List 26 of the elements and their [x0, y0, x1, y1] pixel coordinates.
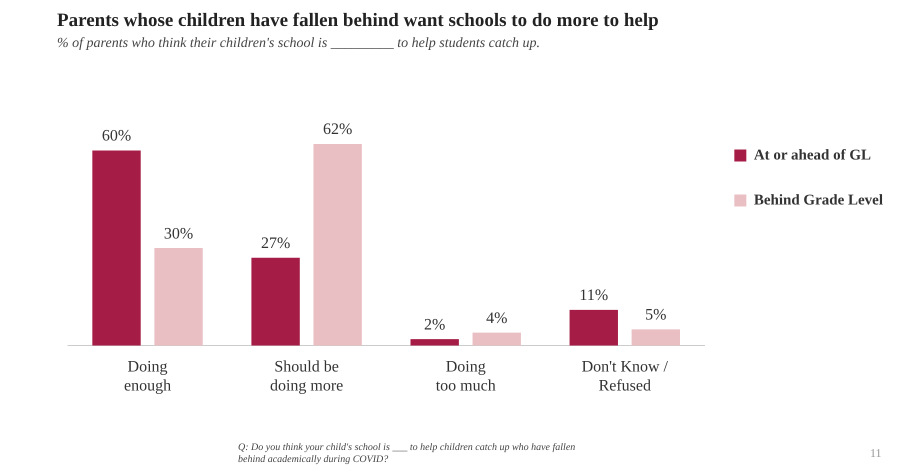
data-label: 4%	[486, 310, 508, 327]
x-tick-label: Should be doing more	[270, 358, 344, 395]
bar	[570, 310, 618, 346]
bar	[410, 339, 459, 346]
x-tick-label: Doing too much	[436, 358, 496, 395]
x-tick-label: Don't Know / Refused	[582, 358, 669, 395]
chart-title: Parents whose children have fallen behind want schools to do more to help	[57, 10, 659, 32]
x-tick-label: Doing enough	[124, 358, 172, 395]
bar	[92, 150, 141, 346]
text: 11	[870, 446, 882, 461]
legend-label: At or ahead of GL	[754, 147, 872, 164]
data-label: 5%	[645, 306, 666, 324]
chart-subtitle: % of parents who think their children's school is _________ to help students catch up.	[57, 36, 540, 52]
bar	[154, 248, 203, 346]
bar	[472, 332, 521, 346]
data-label: 60%	[102, 128, 132, 145]
bar	[251, 258, 300, 346]
data-label: 30%	[164, 225, 194, 242]
data-label: 62%	[322, 121, 352, 138]
bar	[632, 329, 680, 346]
data-label: 27%	[260, 235, 290, 252]
legend-label: Behind Grade Level	[754, 192, 883, 208]
data-label: 11%	[579, 287, 608, 304]
bar	[313, 144, 362, 346]
data-label: 2%	[424, 316, 446, 334]
text: Q: Do you think your child's school is ___ to help children catch up who have fallen behind academically during COVID?	[238, 442, 576, 466]
